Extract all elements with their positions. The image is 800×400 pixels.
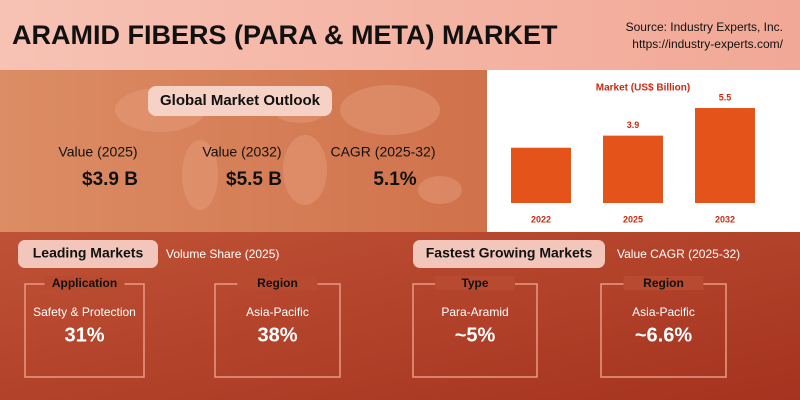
- box-value: 31%: [64, 324, 104, 346]
- metric-value: $3.9 B: [82, 169, 138, 190]
- box-heading-bg: [435, 276, 515, 290]
- metric-label: Value (2032): [202, 144, 281, 160]
- leading-title: Leading Markets: [33, 245, 144, 261]
- chart-title: Market (US$ Billion): [596, 83, 690, 94]
- fastest-title: Fastest Growing Markets: [426, 245, 593, 261]
- source: Source: Industry Experts, Inc.: [626, 20, 783, 34]
- box-label: Safety & Protection: [33, 305, 136, 319]
- bar: [603, 135, 663, 203]
- box-heading-bg: [237, 276, 318, 290]
- box-value: 38%: [257, 324, 297, 346]
- header-band: [0, 0, 800, 70]
- data-label: 5.5: [719, 92, 732, 102]
- bar: [511, 147, 571, 203]
- box-heading: Region: [643, 276, 684, 290]
- box-label: Para-Aramid: [441, 305, 508, 319]
- box-heading: Application: [52, 276, 117, 290]
- leading-pill: [18, 240, 158, 268]
- metric-value: $5.5 B: [226, 169, 282, 190]
- bar: [695, 108, 755, 203]
- fastest-subtitle: Value CAGR (2025-32): [617, 247, 740, 261]
- x-tick-label: 2022: [531, 214, 551, 224]
- box-heading-bg: [623, 276, 704, 290]
- metric-label: Value (2025): [58, 144, 137, 160]
- box-heading-bg: [44, 276, 125, 290]
- source-url: https://industry-experts.com/: [632, 37, 783, 51]
- box-label: Asia-Pacific: [632, 305, 695, 319]
- metric-value: 5.1%: [373, 169, 416, 190]
- x-tick-label: 2025: [623, 214, 643, 224]
- outlook-title: Global Market Outlook: [160, 92, 321, 109]
- outlook-pill: [148, 86, 332, 116]
- data-label: 3.9: [627, 120, 640, 130]
- fastest-pill: [413, 240, 605, 268]
- box-heading: Type: [461, 276, 488, 290]
- box-value: ~6.6%: [635, 324, 692, 346]
- box-value: ~5%: [455, 324, 496, 346]
- metric-label: CAGR (2025-32): [330, 144, 435, 160]
- box-label: Asia-Pacific: [246, 305, 309, 319]
- leading-subtitle: Volume Share (2025): [166, 247, 279, 261]
- x-tick-label: 2032: [715, 214, 735, 224]
- box-heading: Region: [257, 276, 298, 290]
- title: ARAMID FIBERS (PARA & META) MARKET: [12, 20, 558, 50]
